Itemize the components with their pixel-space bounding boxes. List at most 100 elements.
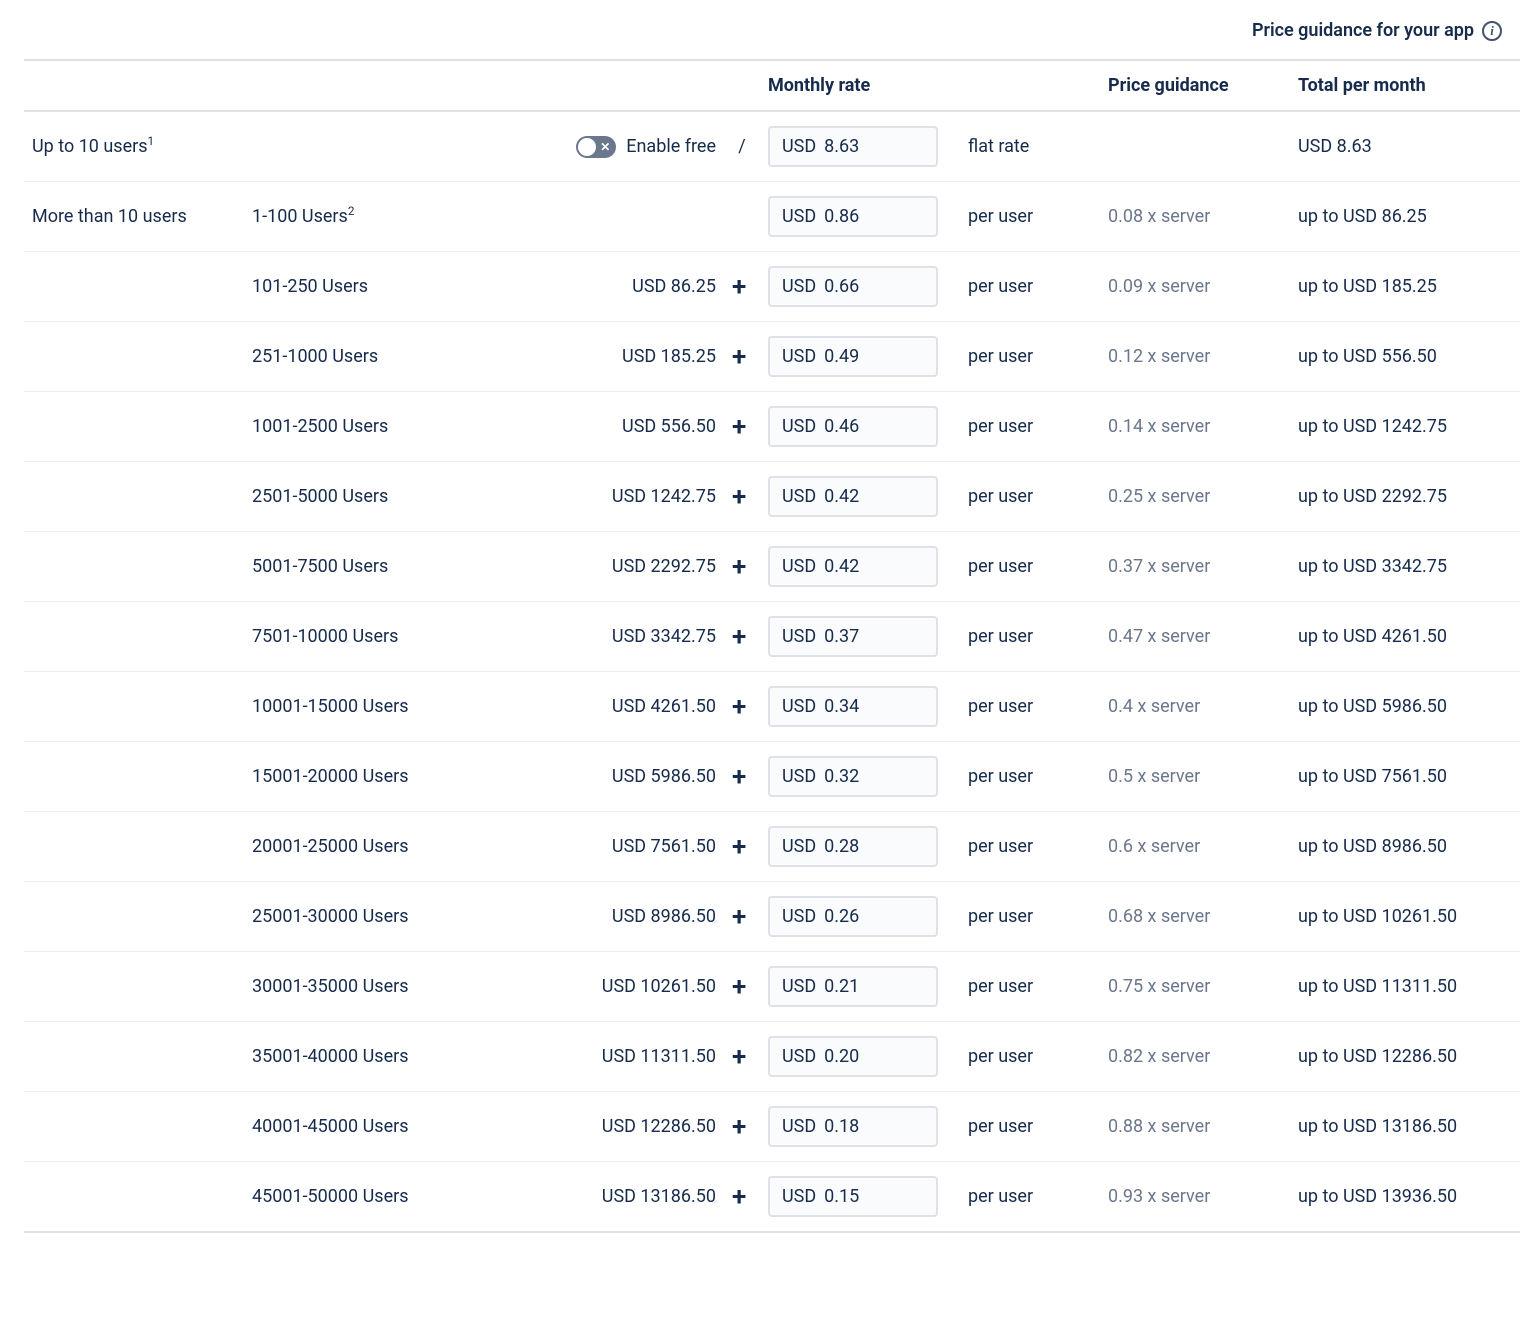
tier-rate-input[interactable]: USD0.28 [768, 826, 938, 867]
table-row: 30001-35000 Users USD 10261.50 + USD0.21 per… [24, 952, 1520, 1022]
tier-total: up to USD 4261.50 [1298, 626, 1447, 647]
tier-rate-input[interactable]: USD0.26 [768, 896, 938, 937]
tier-total: up to USD 1242.75 [1298, 416, 1447, 437]
table-row-flat: Up to 10 users1 ✕ Enable free / USD 8. [24, 111, 1520, 182]
plus-icon: + [732, 902, 746, 932]
rate-unit: per user [968, 696, 1033, 717]
tier-range: 10001-15000 Users [252, 696, 409, 717]
rate-unit: per user [968, 1186, 1033, 1207]
table-row: 15001-20000 UsersUSD 5986.50+USD0.32per … [24, 742, 1520, 812]
table-row: 7501-10000 UsersUSD 3342.75+USD0.37per u… [24, 602, 1520, 672]
separator-slash: / [724, 111, 760, 182]
price-guidance-value: 0.25 x server [1108, 486, 1210, 507]
tier-range: 1-100 Users [252, 206, 348, 227]
price-guidance-value: 0.4 x server [1108, 696, 1200, 717]
info-icon[interactable]: i [1482, 21, 1502, 41]
price-guidance-value: 0.12 x server [1108, 346, 1210, 367]
tier-range: 30001-35000 Users [252, 976, 409, 997]
prev-tier-total: USD 12286.50 [602, 1116, 716, 1137]
tier-rate-input[interactable]: USD0.46 [768, 406, 938, 447]
price-guidance-value: 0.47 x server [1108, 626, 1210, 647]
col-monthly-rate: Monthly rate [760, 60, 960, 111]
plus-icon: + [732, 1042, 746, 1072]
tier-rate-input[interactable]: USD0.49 [768, 336, 938, 377]
tier-total: up to USD 10261.50 [1298, 906, 1457, 927]
tier-total: up to USD 13186.50 [1298, 1116, 1457, 1137]
rate-unit: per user [968, 276, 1033, 297]
plus-icon: + [732, 552, 746, 582]
tier-rate-input[interactable]: USD0.21 [768, 966, 938, 1007]
price-guidance-value: 0.82 x server [1108, 1046, 1210, 1067]
tier-rate-input[interactable]: USD0.34 [768, 686, 938, 727]
price-guidance-value: 0.08 x server [1108, 206, 1210, 227]
rate-unit: per user [968, 626, 1033, 647]
tier-total: up to USD 86.25 [1298, 206, 1427, 227]
tier-rate-input[interactable]: USD0.66 [768, 266, 938, 307]
plus-icon: + [732, 272, 746, 302]
tier-rate-input[interactable]: USD0.42 [768, 476, 938, 517]
table-row: 5001-7500 UsersUSD 2292.75+USD0.42per us… [24, 532, 1520, 602]
rate-unit: per user [968, 906, 1033, 927]
tier-range: 25001-30000 Users [252, 906, 409, 927]
tier-range: 5001-7500 Users [252, 556, 388, 577]
tier-total: up to USD 11311.50 [1298, 976, 1457, 997]
footnote-1: 1 [148, 134, 155, 148]
prev-tier-total: USD 8986.50 [612, 906, 716, 927]
tier-rate-input[interactable]: USD0.32 [768, 756, 938, 797]
rate-unit: per user [968, 976, 1033, 997]
tier-rate-input[interactable]: USD0.20 [768, 1036, 938, 1077]
prev-tier-total: USD 185.25 [622, 346, 716, 367]
table-row: 251-1000 UsersUSD 185.25+USD0.49per user… [24, 322, 1520, 392]
rate-unit: per user [968, 836, 1033, 857]
tier-range: 1001-2500 Users [252, 416, 388, 437]
prev-tier-total: USD 1242.75 [612, 486, 716, 507]
prev-tier-total: USD 86.25 [632, 276, 716, 297]
tier-rate-input[interactable]: USD0.37 [768, 616, 938, 657]
tier-range: 101-250 Users [252, 276, 368, 297]
tier-rate-input[interactable]: USD0.18 [768, 1106, 938, 1147]
tier-range: 45001-50000 Users [252, 1186, 409, 1207]
tier-range: 20001-25000 Users [252, 836, 409, 857]
plus-icon: + [732, 692, 746, 722]
prev-tier-total: USD 4261.50 [612, 696, 716, 717]
price-guidance-value: 0.5 x server [1108, 766, 1200, 787]
tier-total: up to USD 8986.50 [1298, 836, 1447, 857]
price-guidance-value: 0.75 x server [1108, 976, 1210, 997]
footnote-2: 2 [348, 204, 355, 218]
tier-total: up to USD 2292.75 [1298, 486, 1447, 507]
row-label-morethan10: More than 10 users [32, 206, 187, 227]
tier-rate-input[interactable]: USD0.42 [768, 546, 938, 587]
prev-tier-total: USD 5986.50 [612, 766, 716, 787]
prev-tier-total: USD 7561.50 [612, 836, 716, 857]
enable-free-toggle[interactable]: ✕ [576, 136, 616, 158]
tier-range: 15001-20000 Users [252, 766, 409, 787]
tier-total: up to USD 13936.50 [1298, 1186, 1457, 1207]
prev-tier-total: USD 2292.75 [612, 556, 716, 577]
row-label-upto10: Up to 10 users [32, 136, 148, 157]
tier-total: up to USD 3342.75 [1298, 556, 1447, 577]
tier-rate-input[interactable]: USD0.15 [768, 1176, 938, 1217]
price-guidance-value: 0.6 x server [1108, 836, 1200, 857]
tier-total: up to USD 12286.50 [1298, 1046, 1457, 1067]
rate-unit: per user [968, 346, 1033, 367]
prev-tier-total: USD 556.50 [622, 416, 716, 437]
price-guidance-link[interactable]: Price guidance for your app [1252, 20, 1474, 41]
tier-range: 2501-5000 Users [252, 486, 388, 507]
rate-unit: per user [968, 766, 1033, 787]
plus-icon: + [732, 972, 746, 1002]
price-guidance-value: 0.93 x server [1108, 1186, 1210, 1207]
flat-rate-unit: flat rate [960, 111, 1100, 182]
tier-range: 251-1000 Users [252, 346, 378, 367]
price-guidance-value: 0.37 x server [1108, 556, 1210, 577]
table-row: 40001-45000 UsersUSD 12286.50+USD0.18per… [24, 1092, 1520, 1162]
prev-tier-total: USD 13186.50 [602, 1186, 716, 1207]
table-row: 35001-40000 UsersUSD 11311.50+USD0.20per… [24, 1022, 1520, 1092]
prev-tier-total: USD 10261.50 [602, 976, 716, 997]
plus-icon: + [732, 1182, 746, 1212]
prev-tier-total: USD 11311.50 [602, 1046, 716, 1067]
rate-unit: per user [968, 416, 1033, 437]
table-row: 2501-5000 UsersUSD 1242.75+USD0.42per us… [24, 462, 1520, 532]
flat-rate-input[interactable]: USD 8.63 [768, 126, 938, 167]
tier-range: 7501-10000 Users [252, 626, 398, 647]
tier-rate-input[interactable]: USD0.86 [768, 196, 938, 237]
